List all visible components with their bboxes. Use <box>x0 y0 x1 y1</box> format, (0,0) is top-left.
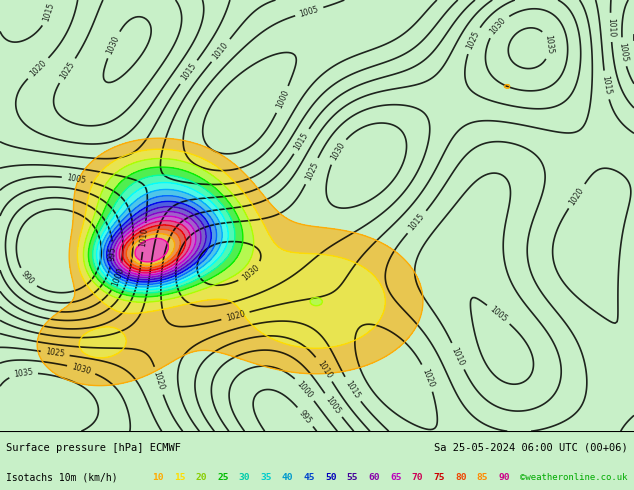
Text: 1010: 1010 <box>315 359 333 380</box>
Text: 15: 15 <box>174 472 185 482</box>
Text: 1005: 1005 <box>488 305 509 324</box>
Text: 55: 55 <box>347 472 358 482</box>
Text: 1015: 1015 <box>407 212 427 232</box>
Text: 1020: 1020 <box>420 367 436 389</box>
Text: 1015: 1015 <box>344 379 361 400</box>
Text: 1015: 1015 <box>293 131 310 152</box>
Text: 35: 35 <box>261 472 272 482</box>
Text: 50: 50 <box>325 472 337 482</box>
Text: 1025: 1025 <box>58 60 76 81</box>
Text: 1025: 1025 <box>304 160 320 182</box>
Text: 1030: 1030 <box>240 263 261 282</box>
Text: 1010: 1010 <box>450 345 466 367</box>
Text: 75: 75 <box>434 472 445 482</box>
Text: 1005: 1005 <box>324 395 342 416</box>
Text: Isotachs 10m (km/h): Isotachs 10m (km/h) <box>6 472 130 482</box>
Text: 1010: 1010 <box>606 18 616 37</box>
Text: ©weatheronline.co.uk: ©weatheronline.co.uk <box>520 472 628 482</box>
Text: 70: 70 <box>411 472 424 482</box>
Text: 995: 995 <box>107 246 117 261</box>
Text: 1035: 1035 <box>543 34 554 55</box>
Text: 65: 65 <box>390 472 401 482</box>
Text: 1000: 1000 <box>110 266 126 288</box>
Text: 1020: 1020 <box>28 58 48 78</box>
Text: 10: 10 <box>152 472 164 482</box>
Text: 1015: 1015 <box>179 62 198 82</box>
Text: 995: 995 <box>297 408 313 425</box>
Text: 1010: 1010 <box>139 227 150 247</box>
Text: 1020: 1020 <box>225 309 246 323</box>
Text: 1005: 1005 <box>66 173 87 185</box>
Text: 20: 20 <box>195 472 207 482</box>
Text: 1005: 1005 <box>618 42 630 62</box>
Text: 1010: 1010 <box>211 40 230 61</box>
Text: 80: 80 <box>455 472 467 482</box>
Text: 1030: 1030 <box>488 16 508 36</box>
Text: Sa 25-05-2024 06:00 UTC (00+06): Sa 25-05-2024 06:00 UTC (00+06) <box>434 442 628 453</box>
Text: 1030: 1030 <box>105 34 121 55</box>
Text: 1015: 1015 <box>600 75 612 96</box>
Text: 1030: 1030 <box>329 141 346 162</box>
Text: 40: 40 <box>282 472 294 482</box>
Text: 60: 60 <box>368 472 380 482</box>
Text: 1005: 1005 <box>299 4 320 19</box>
Text: 1030: 1030 <box>71 362 92 376</box>
Text: 1020: 1020 <box>152 370 166 391</box>
Text: 90: 90 <box>498 472 510 482</box>
Text: 1015: 1015 <box>42 2 56 23</box>
Text: 1025: 1025 <box>465 30 481 51</box>
Text: 45: 45 <box>304 472 315 482</box>
Text: 1025: 1025 <box>45 347 65 359</box>
Text: 30: 30 <box>238 472 250 482</box>
Text: Surface pressure [hPa] ECMWF: Surface pressure [hPa] ECMWF <box>6 442 181 453</box>
Text: 25: 25 <box>217 472 228 482</box>
Text: 1000: 1000 <box>295 379 314 400</box>
Text: 1020: 1020 <box>567 186 586 207</box>
Text: 1000: 1000 <box>275 89 290 110</box>
Text: 990: 990 <box>19 270 36 287</box>
Text: 1035: 1035 <box>13 368 34 379</box>
Text: 85: 85 <box>477 472 488 482</box>
